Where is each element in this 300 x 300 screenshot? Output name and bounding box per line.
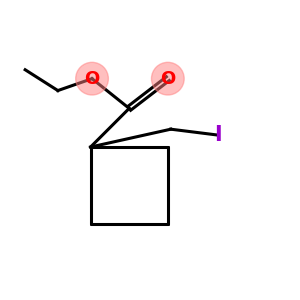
Text: O: O <box>84 70 100 88</box>
Text: O: O <box>160 70 176 88</box>
Circle shape <box>76 62 108 95</box>
Text: I: I <box>214 125 222 145</box>
Circle shape <box>152 62 184 95</box>
